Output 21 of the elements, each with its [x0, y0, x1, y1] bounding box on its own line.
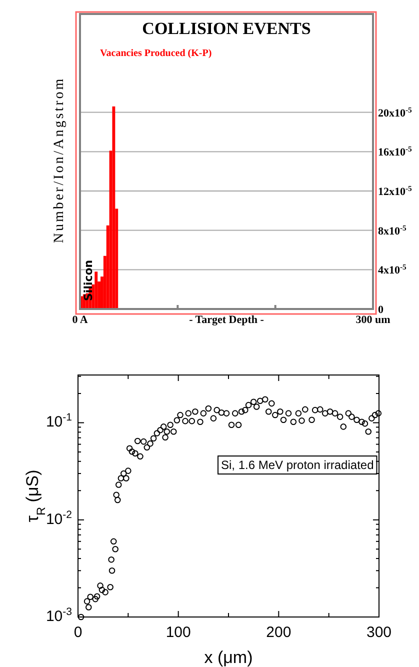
x-tick-label: 0 A: [72, 314, 88, 326]
text: Vacancies Produced (K-P): [100, 48, 212, 59]
x-axis-title: - Target Depth -: [189, 314, 264, 326]
x-tick-label: 300 um: [356, 314, 390, 326]
y-tick-label: 12x10$^{-5}$: [378, 184, 412, 198]
x-tick-label: 100: [166, 624, 191, 641]
y-tick-label: 10$^{-2}$: [46, 508, 72, 528]
y-tick-label: 10$^{-1}$: [46, 412, 72, 431]
annotation: Si, 1.6 MeV proton irradiated: [221, 458, 374, 472]
x-tick-label: 200: [266, 624, 292, 641]
annotation: Silicon: [82, 260, 95, 301]
y-tick-label: 10$^{-3}$: [46, 606, 72, 625]
y-axis-title: Number/Ion/Angstrom: [52, 76, 67, 244]
y-tick-label: 20x10$^{-5}$: [378, 104, 412, 120]
x-tick-label: 300: [366, 624, 392, 641]
chart-title: COLLISION EVENTS: [142, 19, 311, 38]
y-tick-label: 16x10$^{-5}$: [378, 144, 412, 159]
y-tick-label: 4x10$^{-5}$: [378, 262, 407, 277]
y-tick-label: 8x10$^{-5}$: [378, 222, 407, 238]
x-axis-title: x (μm): [204, 648, 253, 667]
y-tick-label: 0: [378, 304, 384, 316]
